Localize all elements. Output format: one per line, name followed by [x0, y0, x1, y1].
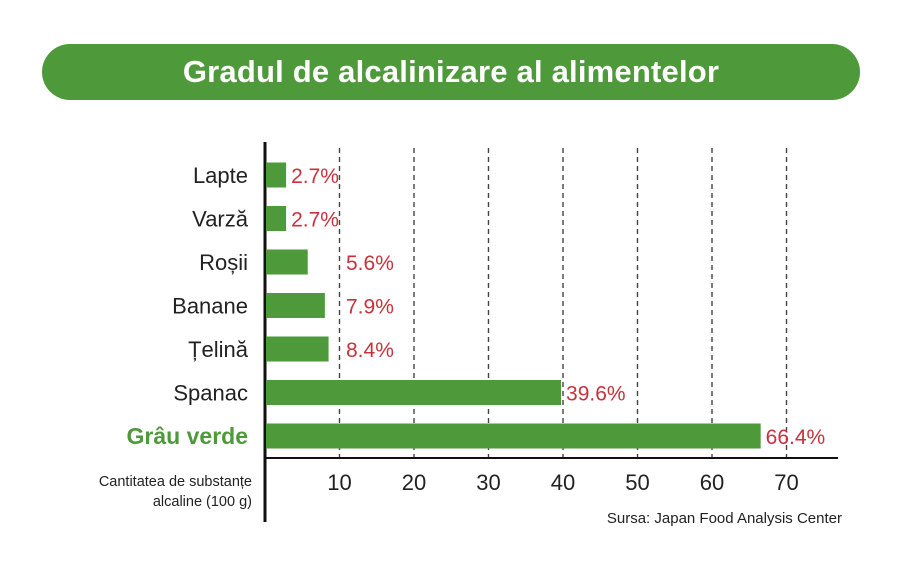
bar-1 — [266, 162, 287, 188]
x-tick-label-70: 70 — [774, 470, 798, 495]
x-tick-label-10: 10 — [327, 470, 351, 495]
value-label-3: 5.6% — [346, 252, 394, 275]
category-label-4: Banane — [172, 294, 248, 319]
category-label-5: Țelină — [188, 337, 249, 362]
bar-2 — [266, 206, 287, 231]
bar-5 — [266, 336, 329, 362]
x-axis-label: Cantitatea de substanțe alcaline (100 g) — [40, 472, 252, 512]
bar-3 — [266, 249, 308, 275]
value-label-5: 8.4% — [346, 339, 394, 362]
category-label-3: Roșii — [199, 250, 248, 275]
value-label-7: 66.4% — [766, 426, 826, 449]
category-label-6: Spanac — [173, 381, 248, 406]
value-label-1: 2.7% — [291, 165, 339, 188]
category-label-7: Grâu verde — [127, 423, 248, 449]
value-label-4: 7.9% — [346, 296, 394, 319]
bar-4 — [266, 293, 325, 318]
source-note: Sursa: Japan Food Analysis Center — [606, 510, 842, 527]
chart-title: Gradul de alcalinizare al alimentelor — [182, 54, 720, 89]
x-tick-label-30: 30 — [476, 470, 500, 495]
bar-7 — [266, 423, 761, 449]
category-label-2: Varză — [192, 207, 249, 232]
x-axis-label-line-1: Cantitatea de substanțe — [98, 474, 252, 490]
x-axis-label-line-2: alcaline (100 g) — [152, 494, 252, 510]
x-tick-label-50: 50 — [625, 470, 649, 495]
x-tick-label-20: 20 — [402, 470, 426, 495]
value-label-6: 39.6% — [566, 383, 626, 406]
category-label-1: Lapte — [193, 163, 248, 188]
bar-6 — [266, 380, 562, 405]
value-label-2: 2.7% — [291, 209, 339, 232]
x-tick-label-40: 40 — [551, 470, 575, 495]
x-tick-label-60: 60 — [700, 470, 724, 495]
title-banner: Gradul de alcalinizare al alimentelor — [42, 44, 860, 100]
